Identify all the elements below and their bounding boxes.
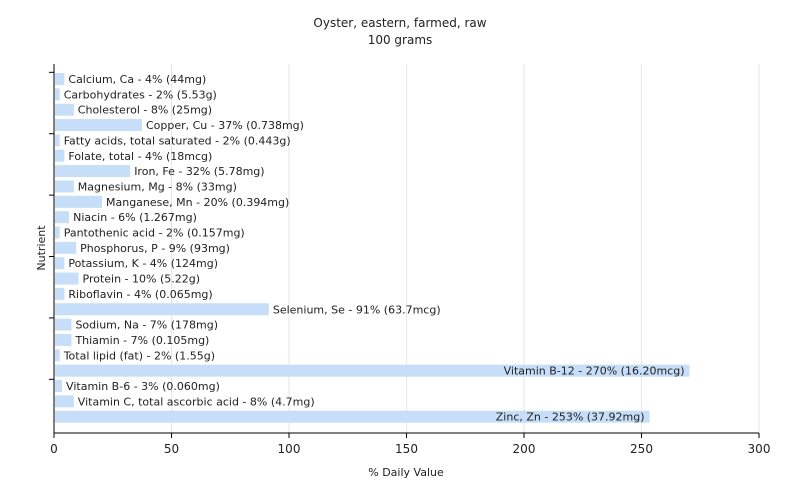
bar-label: Selenium, Se - 91% (63.7mcg) (273, 303, 441, 316)
bar (55, 134, 60, 147)
bar (55, 395, 74, 408)
bar-label: Vitamin C, total ascorbic acid - 8% (4.7… (78, 395, 315, 408)
bar (55, 149, 65, 162)
bar (55, 180, 74, 193)
bar-label: Carbohydrates - 2% (5.53g) (64, 88, 217, 101)
bar-label: Calcium, Ca - 4% (44mg) (68, 73, 206, 86)
bars: Calcium, Ca - 4% (44mg) Carbohydrates - 2… (55, 73, 690, 424)
bar-label: Potassium, K - 4% (124mg) (68, 257, 218, 270)
bar-label: Phosphorus, P - 9% (93mg) (80, 242, 230, 255)
bar (55, 349, 60, 362)
bar-label: Protein - 10% (5.22g) (83, 273, 201, 286)
bar (55, 333, 72, 346)
bar-label: Folate, total - 4% (18mcg) (68, 150, 212, 163)
bar-label: Cholesterol - 8% (25mg) (78, 104, 212, 117)
bar (55, 119, 142, 132)
bar-label: Zinc, Zn - 253% (37.92mg) (496, 411, 645, 424)
bar-label: Sodium, Na - 7% (178mg) (75, 319, 218, 332)
bar-label: Fatty acids, total saturated - 2% (0.443… (64, 134, 291, 147)
y-axis-label: Nutrient (35, 225, 48, 271)
chart-subtitle: 100 grams (368, 33, 433, 47)
bar-label: Total lipid (fat) - 2% (1.55g) (63, 349, 215, 362)
x-tick-label: 300 (748, 442, 771, 456)
bar (55, 303, 269, 316)
bar (55, 165, 131, 178)
bar-label: Pantothenic acid - 2% (0.157mg) (64, 227, 245, 240)
bar (55, 380, 63, 392)
bar (55, 195, 102, 208)
x-tick-label: 0 (50, 442, 58, 456)
bar (55, 103, 74, 116)
bar-label: Iron, Fe - 32% (5.78mg) (134, 165, 264, 178)
bar (55, 73, 65, 85)
bar-label: Manganese, Mn - 20% (0.394mg) (106, 196, 289, 209)
bar (55, 211, 70, 224)
bar (55, 241, 77, 254)
bar-label: Riboflavin - 4% (0.065mg) (68, 288, 212, 301)
bar (55, 272, 79, 285)
chart-title: Oyster, eastern, farmed, raw (313, 16, 486, 30)
axes: 0 50 100 150 200 250 300 (49, 64, 770, 456)
bar-label: Thiamin - 7% (0.105mg) (74, 334, 209, 347)
x-tick-label: 200 (513, 442, 536, 456)
x-tick-label: 150 (395, 442, 418, 456)
x-tick-label: 100 (278, 442, 301, 456)
bar-label: Copper, Cu - 37% (0.738mg) (146, 119, 304, 132)
bar-label: Niacin - 6% (1.267mg) (73, 211, 197, 224)
bar (55, 318, 72, 331)
bar-label: Magnesium, Mg - 8% (33mg) (78, 180, 237, 193)
x-tick-label: 50 (164, 442, 179, 456)
bar (55, 257, 65, 270)
bar-label: Vitamin B-6 - 3% (0.060mg) (66, 380, 220, 393)
bar (55, 287, 65, 300)
x-axis-label: % Daily Value (368, 466, 444, 479)
bar (55, 226, 60, 239)
bar (55, 88, 60, 101)
bar-label: Vitamin B-12 - 270% (16.20mcg) (504, 365, 685, 378)
x-tick-label: 250 (630, 442, 653, 456)
bar (55, 364, 690, 377)
bar (55, 410, 650, 423)
